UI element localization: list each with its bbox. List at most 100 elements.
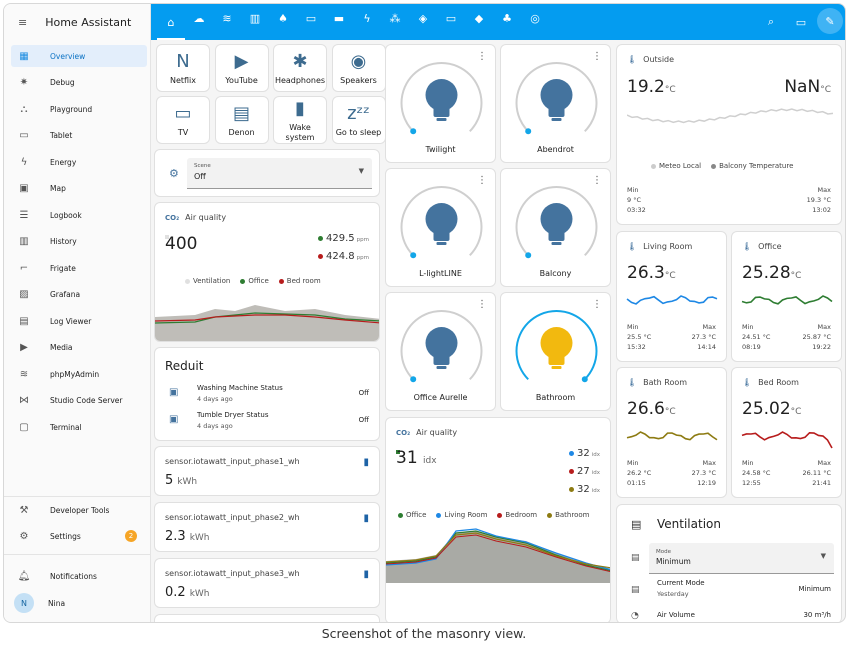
legend-item[interactable]: Ventilation	[185, 277, 230, 285]
sensor-card[interactable]: sensor.iotawatt_input_phase3_wh 0.2 kWh ▮	[154, 558, 380, 608]
grafana-icon: ▨	[19, 289, 29, 300]
room-card-living-room[interactable]: 🌡︎ Living Room 26.3°C Min 25.5 °C 15:32 Max 27.…	[616, 231, 727, 362]
tab-lamp-icon[interactable]: ♠	[278, 11, 288, 25]
legend-dot	[651, 163, 656, 169]
button-youtube[interactable]: ▶ YouTube	[214, 44, 269, 92]
room-card-bath-room[interactable]: 🌡︎ Bath Room 26.6°C Min 26.2 °C 01:15 Max 27.3 …	[616, 367, 727, 498]
more-icon[interactable]: ⋮	[592, 175, 602, 186]
current-mode-label: Current Mode	[657, 579, 705, 587]
assist-icon[interactable]: ▭	[795, 15, 807, 29]
more-icon[interactable]: ⋮	[592, 299, 602, 310]
air-volume-value: 30 m³/h	[803, 611, 831, 619]
scene-select[interactable]: Scene Off ▼	[187, 158, 372, 189]
legend-item[interactable]: Living Room	[436, 511, 487, 519]
legend-item[interactable]: Meteo Local	[651, 162, 701, 170]
bookmark-icon[interactable]: ▮	[363, 457, 369, 468]
sensor-name: sensor.iotawatt_input_phase1_wh	[165, 457, 300, 466]
button-speakers[interactable]: ◉ Speakers	[331, 44, 386, 92]
button-go-to-sleep[interactable]: zᶻᶻ Go to sleep	[331, 96, 386, 144]
sidebar-item-phpmyadmin[interactable]: ≋ phpMyAdmin	[11, 363, 147, 385]
more-icon[interactable]: ⋮	[477, 299, 487, 310]
card-title: Ventilation	[657, 517, 721, 531]
sensor-card[interactable]: sensor.iotawatt_input_phase1_wh 5 kWh ▮	[154, 446, 380, 496]
reduit-card: Reduit ▣ Washing Machine Status 4 days ago…	[154, 347, 380, 441]
light-card-balcony[interactable]: ⋮ Balcony	[500, 168, 611, 287]
tab-bed-icon[interactable]: ▬	[333, 11, 345, 25]
tab-tv-icon[interactable]: ▭	[305, 11, 317, 25]
gauge-icon: ◔	[631, 611, 639, 621]
card-title: 🌡︎ Bath Room	[627, 378, 688, 387]
tab-badge-icon[interactable]: ◈	[418, 11, 428, 25]
more-icon[interactable]: ⋮	[592, 51, 602, 62]
button-denon[interactable]: ▤ Denon	[214, 96, 269, 144]
current-mode-value: Minimum	[798, 585, 831, 593]
button-netflix[interactable]: N Netflix	[156, 44, 210, 92]
sensor-card[interactable]: sensor.iotawatt_input_phase2_wh 2.3 kWh ▮	[154, 502, 380, 552]
tab-bolt-icon[interactable]: ϟ	[363, 11, 371, 25]
light-card-l-lightline[interactable]: ⋮ L-lightLINE	[385, 168, 496, 287]
more-icon[interactable]: ⋮	[477, 175, 487, 186]
sidebar-item-debug[interactable]: ✷ Debug	[11, 72, 147, 94]
app-title: Home Assistant	[45, 15, 132, 29]
legend-item[interactable]: Bed room	[278, 277, 321, 285]
max-block: Max 27.3 °C 12:19	[691, 459, 716, 487]
more-icon[interactable]: ⋮	[477, 51, 487, 62]
room-temp: 25.28°C	[742, 263, 802, 283]
button-wake-system[interactable]: ▮ Wake system	[273, 96, 327, 144]
tab-network-icon[interactable]: ⁂	[389, 11, 401, 25]
sidebar-item-playground[interactable]: ⛬ Playground	[11, 98, 147, 120]
entity-name: Tumble Dryer Status	[197, 411, 269, 419]
sidebar-item-overview[interactable]: ▦ Overview	[11, 45, 147, 67]
sidebar-item-energy[interactable]: ϟ Energy	[11, 151, 147, 173]
tab-monitor-icon[interactable]: ▭	[445, 11, 457, 25]
light-card-bathroom[interactable]: ⋮ Bathroom	[500, 292, 611, 411]
tab-climate-icon[interactable]: ≋	[222, 11, 232, 25]
sidebar-item-media[interactable]: ▶ Media	[11, 337, 147, 359]
tab-robot-icon[interactable]: ♣	[502, 11, 512, 25]
bookmark-icon[interactable]: ▮	[363, 513, 369, 524]
tab-cube-icon[interactable]: ◆	[474, 11, 484, 25]
light-card-office-aurelle[interactable]: ⋮ Office Aurelle	[385, 292, 496, 411]
sidebar-item-log-viewer[interactable]: ▤ Log Viewer	[11, 310, 147, 332]
tab-camera-icon[interactable]: ◎	[530, 11, 540, 25]
legend-item[interactable]: Office	[240, 277, 269, 285]
sidebar-item-tablet[interactable]: ▭ Tablet	[11, 125, 147, 147]
search-icon[interactable]: ⌕	[767, 15, 775, 28]
tab-chart-icon[interactable]: ▥	[249, 11, 261, 25]
edit-button[interactable]: ✎	[817, 8, 843, 34]
sidebar-item-grafana[interactable]: ▨ Grafana	[11, 284, 147, 306]
sidebar-item-label: phpMyAdmin	[50, 369, 100, 379]
thermometer-icon: 🌡︎	[742, 242, 753, 251]
reading-dot	[568, 468, 574, 474]
legend-item[interactable]: Balcony Temperature	[711, 162, 793, 170]
washer-icon: ▣	[169, 387, 179, 398]
room-card-office[interactable]: 🌡︎ Office 25.28°C Min 24.51 °C 08:19 Max 25.87 …	[731, 231, 842, 362]
sidebar-item-notifications[interactable]: 🔔︎ Notifications	[11, 565, 147, 587]
sidebar-item-label: Frigate	[50, 263, 76, 273]
button-headphones[interactable]: ✱ Headphones	[273, 44, 327, 92]
reading-value: 424.8 ppm	[318, 251, 369, 262]
sidebar-item-developer-tools[interactable]: ⚒ Developer Tools	[11, 499, 147, 521]
sidebar-item-logbook[interactable]: ☰ Logbook	[11, 204, 147, 226]
sidebar-item-map[interactable]: ▣ Map	[11, 178, 147, 200]
legend-item[interactable]: Bedroom	[497, 511, 537, 519]
light-name: L-lightLINE	[419, 269, 462, 278]
sidebar-item-studio-code-server[interactable]: ⋈ Studio Code Server	[11, 390, 147, 412]
sidebar-item-settings[interactable]: ⚙ Settings 2	[11, 525, 147, 547]
legend-item[interactable]: Bathroom	[547, 511, 589, 519]
tab-home-icon[interactable]: ⌂	[157, 6, 185, 40]
mode-select[interactable]: Mode Minimum ▼	[649, 543, 834, 574]
light-card-abendrot[interactable]: ⋮ Abendrot	[500, 44, 611, 163]
tab-weather-icon[interactable]: ☁	[193, 11, 205, 25]
button-tv[interactable]: ▭ TV	[156, 96, 210, 144]
sidebar-item-terminal[interactable]: ▢ Terminal	[11, 416, 147, 438]
bookmark-icon[interactable]: ▮	[363, 569, 369, 580]
sidebar-item-frigate[interactable]: ⌐ Frigate	[11, 257, 147, 279]
entity-state: Off	[358, 389, 369, 397]
legend-item[interactable]: Office	[398, 511, 426, 519]
sidebar-item-history[interactable]: ▥ History	[11, 231, 147, 253]
menu-icon[interactable]: ≡	[18, 15, 28, 29]
light-card-twilight[interactable]: ⋮ Twilight	[385, 44, 496, 163]
sidebar-item-user[interactable]: N Nina	[11, 592, 147, 614]
room-card-bed-room[interactable]: 🌡︎ Bed Room 25.02°C Min 24.58 °C 12:55 Max 26.1…	[731, 367, 842, 498]
